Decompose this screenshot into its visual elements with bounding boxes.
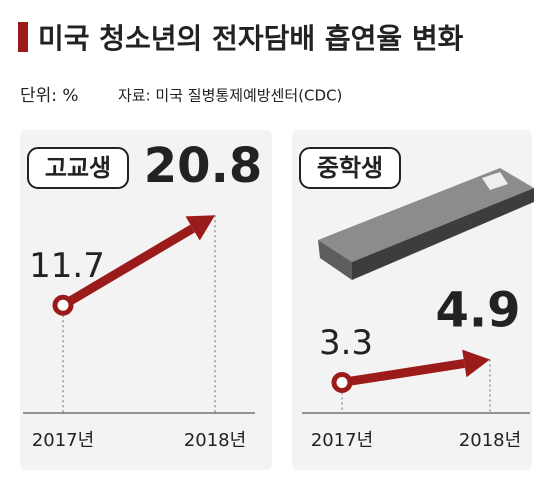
- panel-tag: [299, 147, 401, 189]
- trend-line: [60, 224, 195, 310]
- value-label: 11.7: [29, 246, 105, 286]
- title: 미국 청소년의 전자담배 흡연율 변화: [38, 22, 464, 55]
- device-illustration: [318, 168, 534, 280]
- panel-title: 중학생: [317, 154, 383, 182]
- start-point: [52, 294, 74, 316]
- arrow-head: [462, 349, 490, 378]
- title-accent: [18, 22, 28, 52]
- source: 자료: 미국 질병통제예방센터(CDC): [118, 87, 342, 105]
- value-label: 3.3: [319, 323, 373, 363]
- value-label: 20.8: [144, 138, 262, 194]
- x-tick-label: 2017년: [311, 430, 373, 451]
- start-point: [331, 371, 353, 393]
- x-tick-label: 2018년: [459, 430, 521, 451]
- x-tick-label: 2017년: [32, 430, 94, 451]
- panel: [20, 130, 272, 470]
- trend-line: [341, 358, 466, 387]
- x-tick-label: 2018년: [184, 430, 246, 451]
- panel-title: 고교생: [45, 154, 111, 182]
- panel-tag: [27, 147, 129, 189]
- value-label: 4.9: [435, 282, 520, 338]
- unit: 단위: %: [20, 86, 79, 106]
- arrow-head: [185, 215, 215, 241]
